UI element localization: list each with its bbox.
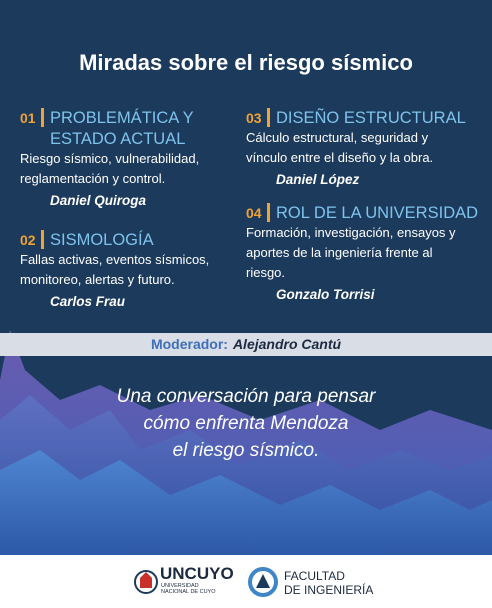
mountain-front	[0, 450, 492, 555]
section-description: vínculo entre el diseño y la obra.	[246, 150, 433, 165]
section-description: Formación, investigación, ensayos y	[246, 225, 456, 240]
moderator-name: Alejandro Cantú	[232, 336, 342, 352]
moderator-band	[0, 333, 492, 356]
section-bar	[267, 108, 270, 127]
speaker: Gonzalo Torrisi	[276, 287, 375, 302]
section-heading: PROBLEMÁTICA Y	[50, 108, 194, 127]
section-description: aportes de la ingeniería frente al	[246, 245, 433, 260]
faculty-logo-mark	[256, 574, 270, 588]
section-description: reglamentación y control.	[20, 171, 165, 186]
speaker: Carlos Frau	[50, 294, 126, 309]
moderator: Moderador: Alejandro Cantú	[151, 336, 342, 352]
section-description: riesgo.	[246, 265, 285, 280]
footer	[0, 555, 492, 608]
title: Miradas sobre el riesgo sísmico	[79, 50, 413, 75]
speaker: Daniel Quiroga	[50, 193, 147, 208]
moderator-label: Moderador:	[151, 336, 228, 352]
section-description: Cálculo estructural, seguridad y	[246, 130, 429, 145]
section-number: 04	[246, 205, 262, 221]
section-description: Riesgo sísmico, vulnerabilidad,	[20, 151, 199, 166]
section-description: monitoreo, alertas y futuro.	[20, 272, 175, 287]
quote-line: el riesgo sísmico.	[173, 440, 320, 461]
section-description: Fallas activas, eventos sísmicos,	[20, 252, 209, 267]
section-heading: ESTADO ACTUAL	[50, 130, 185, 148]
faculty-line: FACULTAD	[284, 569, 345, 583]
quote-line: cómo enfrenta Mendoza	[144, 413, 349, 434]
section-number: 01	[20, 110, 36, 126]
quote-line: Una conversación para pensar	[117, 386, 376, 407]
university-name: UNCUYO	[160, 564, 234, 583]
section-heading: DISEÑO ESTRUCTURAL	[276, 107, 466, 127]
section-bar	[267, 203, 270, 222]
university-line: UNIVERSIDAD	[161, 583, 199, 589]
university-line: NACIONAL DE CUYO	[161, 589, 216, 595]
section-number: 02	[20, 232, 36, 248]
section-bar	[41, 230, 44, 249]
faculty-logo	[248, 567, 278, 597]
university-logo	[134, 570, 158, 594]
section-heading: SISMOLOGÍA	[50, 230, 154, 249]
section-number: 03	[246, 110, 262, 126]
university-logo-shield	[140, 572, 152, 588]
section-bar	[41, 108, 44, 127]
speaker: Daniel López	[276, 172, 360, 187]
faculty-line: DE INGENIERÍA	[284, 582, 373, 597]
section-heading: ROL DE LA UNIVERSIDAD	[276, 204, 478, 222]
